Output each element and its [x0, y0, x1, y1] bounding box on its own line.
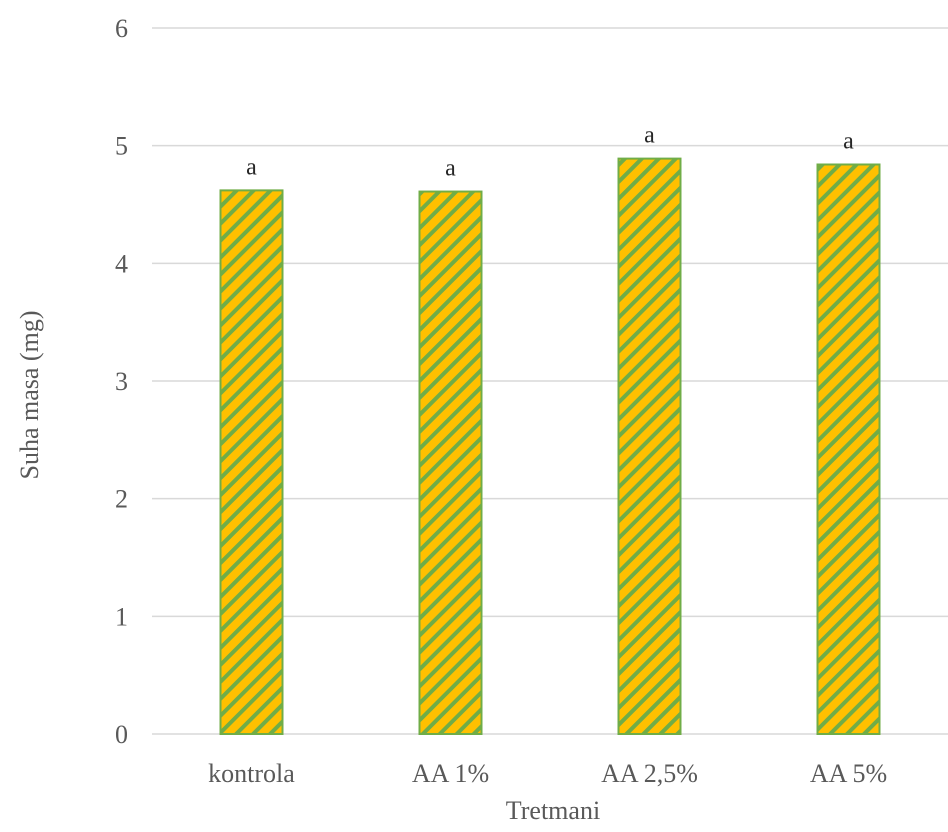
y-tick-label: 4 — [115, 249, 128, 278]
x-axis-title: Tretmani — [506, 796, 600, 825]
bars — [219, 157, 881, 736]
y-tick-label: 3 — [115, 367, 128, 396]
x-tick-label: AA 2,5% — [601, 759, 698, 788]
gridlines — [152, 27, 948, 735]
x-tick-label: AA 5% — [810, 759, 887, 788]
bar — [418, 190, 483, 736]
significance-label: a — [445, 156, 456, 182]
significance-label: a — [644, 123, 655, 149]
bar — [816, 163, 881, 735]
x-tick-labels: kontrola AA 1% AA 2,5% AA 5% — [208, 759, 887, 788]
x-tick-label: kontrola — [208, 759, 295, 788]
y-tick-label: 1 — [115, 602, 128, 631]
bar — [219, 189, 284, 735]
significance-label: a — [843, 128, 854, 154]
significance-label: a — [246, 154, 257, 180]
bar — [617, 157, 682, 736]
y-tick-label: 6 — [115, 14, 128, 43]
x-tick-label: AA 1% — [412, 759, 489, 788]
y-axis-title: Suha masa (mg) — [15, 311, 44, 480]
significance-labels: a a a a — [246, 123, 854, 182]
y-tick-label: 5 — [115, 132, 128, 161]
y-tick-labels: 0 1 2 3 4 5 6 — [115, 14, 128, 749]
y-tick-label: 0 — [115, 720, 128, 749]
y-tick-label: 2 — [115, 485, 128, 514]
